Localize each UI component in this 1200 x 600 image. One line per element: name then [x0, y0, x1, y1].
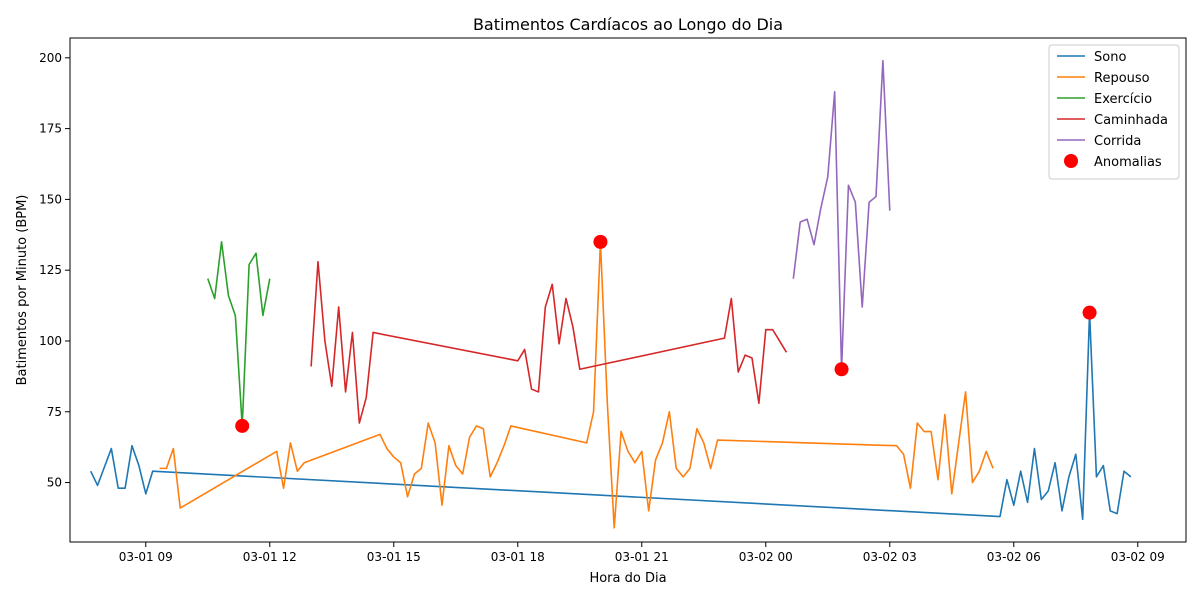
chart-title: Batimentos Cardíacos ao Longo do Dia — [473, 15, 783, 34]
anomaly-point-0 — [235, 418, 250, 433]
y-axis-title: Batimentos por Minuto (BPM) — [15, 195, 30, 386]
series-line-3 — [310, 260, 788, 424]
x-tick-label-1: 03-01 12 — [243, 550, 297, 564]
series-line-4 — [792, 59, 891, 371]
x-tick-label-0: 03-01 09 — [119, 550, 173, 564]
x-tick-label-7: 03-02 06 — [987, 550, 1041, 564]
x-tick-label-6: 03-02 03 — [863, 550, 917, 564]
x-axis-title: Hora do Dia — [589, 571, 666, 586]
series-line-1 — [159, 241, 994, 529]
x-axis: 03-01 09 03-01 12 03-01 15 03-01 18 03-01 21… — [119, 542, 1165, 564]
legend: Sono Repouso Exercício Caminhada Corrida Anom… — [1048, 44, 1180, 180]
y-tick-label-4: 150 — [39, 192, 62, 206]
plot-frame — [69, 37, 1187, 543]
y-tick-label-2: 100 — [39, 334, 62, 348]
legend-box — [1048, 44, 1180, 180]
y-axis: 50 75 100 125 150 175 200 — [39, 51, 70, 490]
series-line-0 — [89, 311, 1132, 521]
x-tick-label-8: 03-02 09 — [1111, 550, 1165, 564]
y-tick-label-1: 75 — [47, 405, 62, 419]
x-tick-label-2: 03-01 15 — [367, 550, 421, 564]
legend-label-4: Corrida — [1094, 134, 1141, 149]
y-tick-label-5: 175 — [39, 122, 62, 136]
x-tick-label-5: 03-02 00 — [739, 550, 793, 564]
y-tick-label-0: 50 — [47, 476, 62, 490]
anomaly-point-3 — [1082, 305, 1097, 320]
legend-label-3: Caminhada — [1094, 113, 1168, 128]
legend-label-2: Exercício — [1094, 92, 1152, 107]
series-line-2 — [207, 241, 271, 427]
legend-label-5: Anomalias — [1094, 155, 1162, 170]
y-tick-label-3: 125 — [39, 263, 62, 277]
plot-area — [69, 37, 1187, 543]
legend-label-0: Sono — [1094, 50, 1126, 65]
y-tick-label-6: 200 — [39, 51, 62, 65]
x-tick-label-4: 03-01 21 — [615, 550, 669, 564]
legend-swatch-5 — [1064, 154, 1078, 168]
anomaly-point-1 — [593, 234, 608, 249]
legend-label-1: Repouso — [1094, 71, 1150, 86]
anomaly-point-2 — [834, 362, 849, 377]
x-tick-label-3: 03-01 18 — [491, 550, 545, 564]
